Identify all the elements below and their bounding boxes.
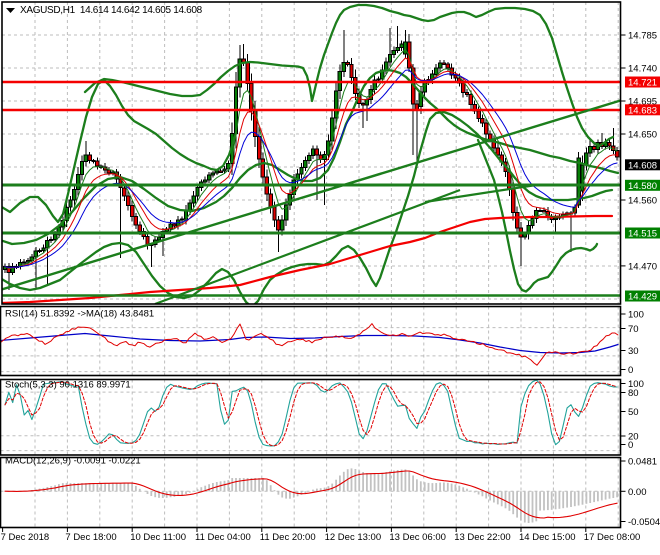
svg-text:50: 50 — [628, 407, 639, 418]
svg-text:11 Dec 04:00: 11 Dec 04:00 — [195, 532, 251, 543]
svg-text:20: 20 — [628, 432, 639, 443]
svg-text:14.515: 14.515 — [628, 229, 657, 240]
svg-text:0: 0 — [628, 440, 633, 451]
svg-text:7 Dec 18:00: 7 Dec 18:00 — [65, 532, 116, 543]
svg-text:12 Dec 13:00: 12 Dec 13:00 — [325, 532, 382, 543]
svg-text:30: 30 — [628, 346, 639, 357]
svg-text:7 Dec 2018: 7 Dec 2018 — [1, 532, 50, 543]
svg-text:0.00: 0.00 — [628, 487, 647, 498]
svg-text:14.650: 14.650 — [628, 130, 657, 141]
svg-text:14.608: 14.608 — [628, 160, 657, 171]
svg-text:MACD(12,26,9) -0.0091 -0.0221: MACD(12,26,9) -0.0091 -0.0221 — [5, 456, 141, 467]
svg-text:-0.0504: -0.0504 — [628, 517, 660, 528]
svg-text:100: 100 — [628, 310, 644, 321]
svg-text:RSI(14) 51.8392 ->MA(18) 43.8: RSI(14) 51.8392 ->MA(18) 43.8481 — [5, 309, 154, 320]
svg-text:14.560: 14.560 — [628, 196, 657, 207]
svg-text:XAGUSD,H1 14.614 14.642 14.60: XAGUSD,H1 14.614 14.642 14.605 14.608 — [20, 5, 203, 16]
svg-text:70: 70 — [628, 324, 639, 335]
svg-text:13 Dec 22:00: 13 Dec 22:00 — [454, 532, 511, 543]
svg-text:10 Dec 11:00: 10 Dec 11:00 — [130, 532, 186, 543]
svg-text:11 Dec 20:00: 11 Dec 20:00 — [260, 532, 316, 543]
svg-text:Stoch(5,3,3) 90.1316 89.9971: Stoch(5,3,3) 90.1316 89.9971 — [5, 380, 131, 391]
svg-text:80: 80 — [628, 388, 639, 399]
svg-text:14.695: 14.695 — [628, 97, 657, 108]
svg-text:14.740: 14.740 — [628, 64, 657, 75]
svg-text:13 Dec 06:00: 13 Dec 06:00 — [389, 532, 446, 543]
svg-text:14.721: 14.721 — [628, 78, 657, 89]
svg-text:0.0481: 0.0481 — [628, 457, 657, 468]
svg-text:14.580: 14.580 — [628, 181, 657, 192]
svg-text:14.785: 14.785 — [628, 31, 657, 42]
svg-text:0: 0 — [628, 365, 633, 376]
svg-text:14 Dec 15:00: 14 Dec 15:00 — [519, 532, 576, 543]
svg-text:14.470: 14.470 — [628, 261, 657, 272]
svg-text:17 Dec 08:00: 17 Dec 08:00 — [584, 532, 641, 543]
svg-text:14.429: 14.429 — [628, 292, 657, 303]
svg-text:100: 100 — [628, 379, 644, 390]
svg-text:14.683: 14.683 — [628, 105, 657, 116]
